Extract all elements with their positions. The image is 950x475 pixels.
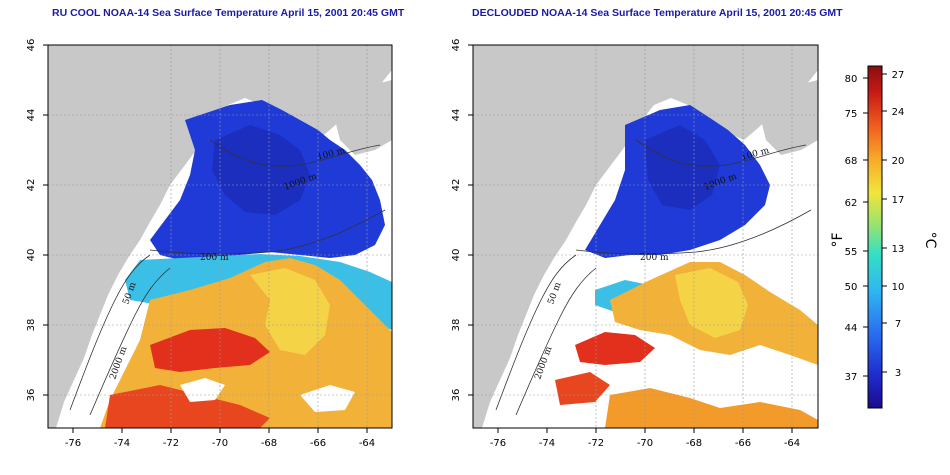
contour-line-declouded	[635, 139, 807, 167]
colorbar-f-tick: 37	[845, 372, 858, 383]
sst-hot-south-raw	[105, 385, 270, 428]
colorbar-ticks	[863, 73, 887, 377]
panel-title-declouded: DECLOUDED NOAA-14 Sea Surface Temperatur…	[472, 7, 843, 19]
sst-warm-eddy-raw	[250, 268, 330, 355]
colorbar-c-tick: 10	[892, 282, 905, 293]
land-nova-scotia-raw	[330, 80, 392, 155]
lat-tick-label: 46	[26, 39, 37, 52]
lat-tick-label: 42	[26, 179, 37, 192]
lon-tick-label: -70	[637, 438, 653, 449]
lon-tick-label: -70	[212, 438, 228, 449]
colorbar-c-tick: 7	[895, 319, 901, 330]
axis-ticks-declouded	[468, 44, 793, 433]
colorbar-c-tick: 17	[892, 195, 905, 206]
lat-tick-label: 44	[451, 109, 462, 122]
cloud-patch-raw	[180, 378, 225, 402]
lon-tick-label: -74	[539, 438, 555, 449]
colorbar-c-tick: 24	[892, 107, 905, 118]
lat-tick-label: 36	[451, 389, 462, 402]
colorbar-gradient	[867, 65, 883, 409]
lon-tick-label: -66	[310, 438, 326, 449]
cloud-patch-raw-2	[300, 385, 355, 412]
graticule-declouded	[473, 45, 818, 428]
lat-labels-declouded: 46 44 42 40 38 36	[451, 39, 462, 402]
contour-line-declouded-3	[495, 254, 577, 411]
lat-tick-label: 40	[26, 249, 37, 262]
colorbar-c-tick: 20	[892, 156, 905, 167]
lat-tick-label: 46	[451, 39, 462, 52]
colorbar-f-tick: 62	[845, 198, 858, 209]
sst-warm-eddy-declouded	[675, 268, 748, 338]
colorbar-f-tick: 55	[845, 247, 858, 258]
colorbar-unit-fahrenheit: °F	[830, 232, 846, 247]
colorbar-f-tick: 80	[845, 74, 858, 85]
contour-label-declouded-200: 200 m	[640, 253, 669, 263]
lat-labels-raw: 46 44 42 40 38 36	[26, 39, 37, 402]
contour-line-raw	[209, 139, 381, 167]
colorbar-c-tick: 27	[892, 70, 905, 81]
colorbar-f-tick: 75	[845, 109, 858, 120]
sst-cold-deep-raw	[212, 125, 310, 215]
axis-ticks-raw	[43, 44, 368, 433]
lat-tick-label: 40	[451, 249, 462, 262]
lon-labels-raw: -76 -74 -72 -70 -68 -66 -64	[65, 438, 375, 449]
colorbar-f-tick: 50	[845, 282, 858, 293]
colorbar-f-tick: 68	[845, 156, 858, 167]
lon-tick-label: -68	[686, 438, 702, 449]
lat-tick-label: 36	[26, 389, 37, 402]
colorbar-f-tick: 44	[845, 323, 858, 334]
colorbar-c-tick: 3	[895, 368, 901, 379]
sst-hot-south-declouded	[555, 372, 610, 405]
contour-label-raw-200: 200 m	[200, 253, 229, 263]
lon-tick-label: -72	[588, 438, 604, 449]
lon-tick-label: -64	[359, 438, 375, 449]
lon-tick-label: -64	[784, 438, 800, 449]
contour-line-raw-3	[69, 254, 151, 411]
lat-tick-label: 38	[26, 319, 37, 332]
map-panel-declouded: 100 m 200 m 1000 m 2000 m 50 m	[473, 45, 818, 428]
sst-hot-band-raw	[150, 328, 270, 372]
colorbar-c-tick: 13	[892, 244, 905, 255]
graticule-raw	[48, 45, 392, 428]
contour-line-raw-2	[149, 209, 386, 255]
contour-line-declouded-4	[515, 267, 597, 416]
lon-tick-label: -68	[261, 438, 277, 449]
lon-tick-label: -74	[114, 438, 130, 449]
contour-line-raw-4	[89, 267, 171, 416]
lon-tick-label: -76	[490, 438, 506, 449]
sst-warm-south-declouded	[605, 388, 818, 428]
lon-labels-declouded: -76 -74 -72 -70 -68 -66 -64	[490, 438, 800, 449]
lon-tick-label: -76	[65, 438, 81, 449]
lon-tick-label: -66	[735, 438, 751, 449]
sst-hot-band-declouded	[575, 332, 655, 365]
panel-title-raw: RU COOL NOAA-14 Sea Surface Temperature …	[52, 7, 405, 19]
map-panel-raw: 100 m 200 m 1000 m 2000 m 50 m	[48, 45, 392, 428]
lat-tick-label: 44	[26, 109, 37, 122]
lon-tick-label: -72	[163, 438, 179, 449]
sst-cold-deep-declouded	[645, 125, 720, 210]
contour-line-declouded-2	[575, 209, 812, 255]
colorbar: 80 75 68 62 55 50 44 37 27 24 20 17 13 1…	[830, 65, 938, 409]
lat-tick-label: 38	[451, 319, 462, 332]
colorbar-unit-celsius: °C	[922, 232, 938, 249]
lat-tick-label: 42	[451, 179, 462, 192]
land-mainland-declouded	[473, 45, 818, 428]
land-nova-scotia-declouded	[756, 80, 818, 155]
land-mainland-raw	[48, 45, 392, 428]
